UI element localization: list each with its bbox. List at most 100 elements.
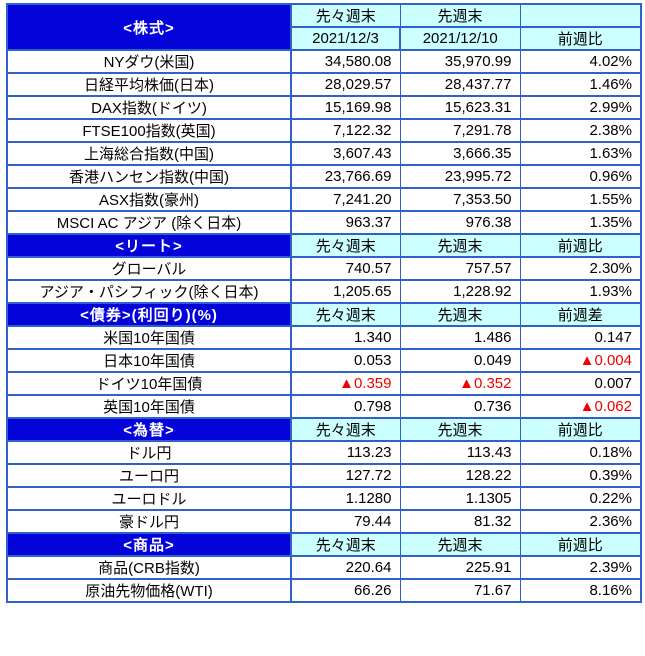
column-header-prev-week: 先週末: [399, 302, 521, 327]
instrument-label: グローバル: [6, 256, 292, 281]
change-value: 0.007: [519, 371, 642, 396]
change-value: 0.18%: [519, 440, 642, 465]
prev2-value: 15,169.98: [290, 95, 401, 120]
column-header-change: 前週比: [519, 233, 642, 258]
instrument-label: ドル円: [6, 440, 292, 465]
change-value: 2.39%: [519, 555, 642, 580]
table-row: 英国10年国債 0.798 0.736 ▲0.062: [6, 394, 642, 419]
column-header-change: 前週比: [519, 532, 642, 557]
prev2-value: 23,766.69: [290, 164, 401, 189]
column-header-prev-week: 先週末: [399, 3, 521, 28]
prev-value: 7,291.78: [399, 118, 521, 143]
column-header-change: 前週差: [519, 302, 642, 327]
instrument-label: 米国10年国債: [6, 325, 292, 350]
prev2-value: 1,205.65: [290, 279, 401, 304]
table-row: ドイツ10年国債 ▲0.359 ▲0.352 0.007: [6, 371, 642, 396]
table-row: DAX指数(ドイツ) 15,169.98 15,623.31 2.99%: [6, 95, 642, 120]
instrument-label: 英国10年国債: [6, 394, 292, 419]
instrument-label: NYダウ(米国): [6, 49, 292, 74]
table-row: ASX指数(豪州) 7,241.20 7,353.50 1.55%: [6, 187, 642, 212]
table-row: NYダウ(米国) 34,580.08 35,970.99 4.02%: [6, 49, 642, 74]
section-title-stocks: <株式>: [6, 3, 292, 51]
change-value: 2.36%: [519, 509, 642, 534]
column-header-prev-week: 先週末: [399, 417, 521, 442]
instrument-label: アジア・パシフィック(除く日本): [6, 279, 292, 304]
prev2-value: 127.72: [290, 463, 401, 488]
prev2-value: 34,580.08: [290, 49, 401, 74]
change-value: 1.63%: [519, 141, 642, 166]
section-header-row: <為替> 先々週末 先週末 前週比: [6, 417, 642, 442]
prev-value: 0.736: [399, 394, 521, 419]
prev2-value: 220.64: [290, 555, 401, 580]
prev2-value: 740.57: [290, 256, 401, 281]
section-title-reit: <リート>: [6, 233, 292, 258]
header-row-dates: 2021/12/3 2021/12/10 前週比: [7, 26, 642, 51]
change-value: ▲0.004: [519, 348, 642, 373]
prev-value: 1.486: [399, 325, 521, 350]
prev2-value: 1.340: [290, 325, 401, 350]
instrument-label: MSCI AC アジア (除く日本): [6, 210, 292, 235]
table-row: MSCI AC アジア (除く日本) 963.37 976.38 1.35%: [6, 210, 642, 235]
section-header-row: <リート> 先々週末 先週末 前週比: [6, 233, 642, 258]
prev-value: 15,623.31: [399, 95, 521, 120]
change-value: 0.147: [519, 325, 642, 350]
instrument-label: DAX指数(ドイツ): [6, 95, 292, 120]
prev-value: 757.57: [399, 256, 521, 281]
prev2-value: 7,122.32: [290, 118, 401, 143]
table-row: ドル円 113.23 113.43 0.18%: [6, 440, 642, 465]
header-row-period: <株式> 先々週末 先週末: [6, 3, 642, 51]
change-value: 1.93%: [519, 279, 642, 304]
prev-value: 7,353.50: [399, 187, 521, 212]
column-header-prev2-week: 先々週末: [290, 233, 401, 258]
instrument-label: 豪ドル円: [6, 509, 292, 534]
prev2-value: 963.37: [290, 210, 401, 235]
table-row: 豪ドル円 79.44 81.32 2.36%: [6, 509, 642, 534]
change-value: 8.16%: [519, 578, 642, 603]
table-row: 香港ハンセン指数(中国) 23,766.69 23,995.72 0.96%: [6, 164, 642, 189]
prev-value: 1,228.92: [399, 279, 521, 304]
prev2-value: ▲0.359: [290, 371, 401, 396]
table-row: ユーロ円 127.72 128.22 0.39%: [6, 463, 642, 488]
change-value: 0.22%: [519, 486, 642, 511]
instrument-label: 日経平均株価(日本): [6, 72, 292, 97]
column-header-prev2-date: 2021/12/3: [290, 26, 401, 51]
prev2-value: 0.053: [290, 348, 401, 373]
instrument-label: 日本10年国債: [6, 348, 292, 373]
column-header-prev-week: 先週末: [399, 532, 521, 557]
change-value: 2.30%: [519, 256, 642, 281]
table-row: ユーロドル 1.1280 1.1305 0.22%: [6, 486, 642, 511]
prev-value: 225.91: [399, 555, 521, 580]
table-row: FTSE100指数(英国) 7,122.32 7,291.78 2.38%: [6, 118, 642, 143]
prev2-value: 66.26: [290, 578, 401, 603]
instrument-label: ドイツ10年国債: [6, 371, 292, 396]
table-row: 商品(CRB指数) 220.64 225.91 2.39%: [6, 555, 642, 580]
table-row: 上海総合指数(中国) 3,607.43 3,666.35 1.63%: [6, 141, 642, 166]
table-row: 日経平均株価(日本) 28,029.57 28,437.77 1.46%: [6, 72, 642, 97]
change-value: 1.35%: [519, 210, 642, 235]
column-header-change: 前週比: [519, 417, 642, 442]
column-header-prev2-week: 先々週末: [290, 417, 401, 442]
prev-value: 81.32: [399, 509, 521, 534]
prev-value: 28,437.77: [399, 72, 521, 97]
instrument-label: ASX指数(豪州): [6, 187, 292, 212]
prev-value: 3,666.35: [399, 141, 521, 166]
instrument-label: 香港ハンセン指数(中国): [6, 164, 292, 189]
column-header-prev-date: 2021/12/10: [399, 26, 521, 51]
change-value: 1.46%: [519, 72, 642, 97]
change-value: 4.02%: [519, 49, 642, 74]
prev-value: 23,995.72: [399, 164, 521, 189]
table-row: 原油先物価格(WTI) 66.26 71.67 8.16%: [6, 578, 642, 603]
change-value: 1.55%: [519, 187, 642, 212]
prev2-value: 113.23: [290, 440, 401, 465]
prev-value: 976.38: [399, 210, 521, 235]
prev2-value: 3,607.43: [290, 141, 401, 166]
section-header-row: <商品> 先々週末 先週末 前週比: [6, 532, 642, 557]
prev2-value: 28,029.57: [290, 72, 401, 97]
prev-value: ▲0.352: [399, 371, 521, 396]
prev2-value: 79.44: [290, 509, 401, 534]
change-value: 2.99%: [519, 95, 642, 120]
table-row: アジア・パシフィック(除く日本) 1,205.65 1,228.92 1.93%: [6, 279, 642, 304]
section-header-row: <債券>(利回り)(%) 先々週末 先週末 前週差: [6, 302, 642, 327]
column-header-empty: [519, 3, 642, 28]
column-header-change: 前週比: [519, 26, 642, 51]
